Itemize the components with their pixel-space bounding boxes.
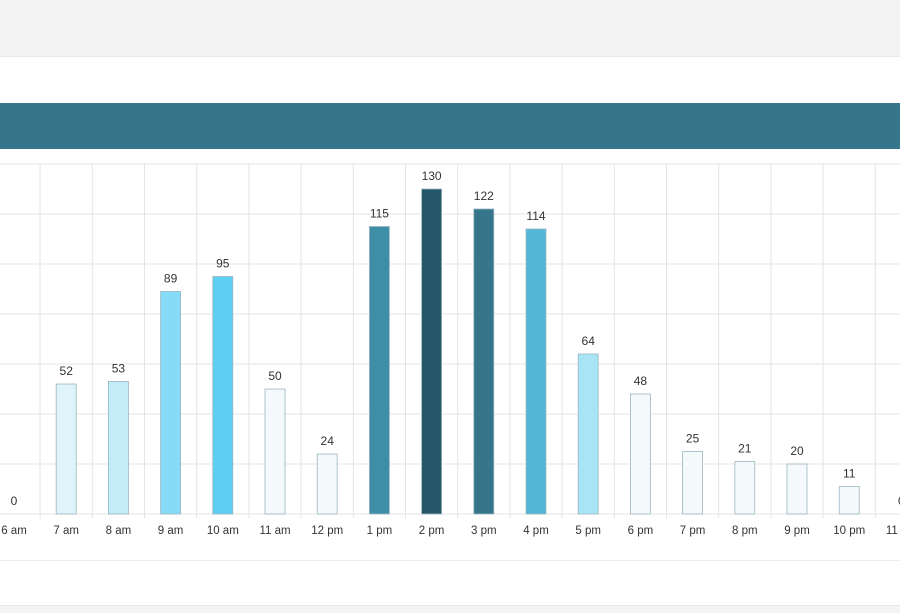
bar	[682, 451, 703, 515]
data-label: 114	[526, 209, 545, 223]
bar	[786, 463, 808, 515]
x-tick-label: 1 pm	[367, 525, 393, 537]
data-label: 52	[60, 364, 74, 378]
x-tick-label: 2 pm	[419, 525, 445, 537]
x-tick-label: 7 am	[53, 525, 79, 537]
footer-divider	[0, 560, 900, 561]
data-label: 21	[738, 442, 752, 456]
x-tick-label: 6 am	[1, 525, 27, 537]
bar	[160, 291, 182, 515]
x-tick-label: 11 pm	[886, 525, 900, 537]
bar	[368, 226, 390, 515]
bar	[525, 228, 547, 515]
bar	[421, 188, 443, 515]
bars	[55, 188, 860, 515]
data-label: 64	[582, 334, 596, 348]
bar	[838, 486, 860, 515]
data-label: 122	[474, 189, 494, 203]
x-tick-label: 9 pm	[784, 525, 810, 537]
x-tick-label: 8 pm	[732, 525, 758, 537]
x-tick-label: 10 am	[207, 525, 239, 537]
data-label: 130	[422, 169, 442, 183]
x-tick-label: 11 am	[259, 525, 290, 537]
top-strip	[0, 0, 900, 56]
bar	[108, 381, 129, 515]
x-tick-label: 12 pm	[311, 525, 343, 537]
data-label: 0	[898, 494, 900, 508]
x-tick-labels: 6 am 7 am 8 am 9 am 10 am 11 am 12 pm 1 pm 2 pm 3…	[1, 525, 900, 537]
x-tick-label: 4 pm	[523, 525, 549, 537]
data-label: 115	[370, 207, 389, 221]
data-label: 0	[11, 494, 18, 508]
x-tick-label: 9 am	[158, 525, 184, 537]
data-label: 53	[112, 362, 126, 376]
data-label: 48	[634, 374, 648, 388]
chart-header-bar	[0, 103, 900, 149]
x-tick-label: 5 pm	[575, 525, 601, 537]
data-label: 20	[790, 444, 804, 458]
data-label: 95	[216, 257, 230, 271]
x-tick-label: 6 pm	[628, 525, 654, 537]
bar	[316, 453, 338, 515]
bar	[577, 353, 599, 515]
bar	[55, 383, 77, 515]
data-label: 11	[843, 467, 856, 481]
grid	[0, 163, 900, 518]
data-label: 24	[321, 434, 335, 448]
data-label: 89	[164, 272, 178, 286]
bar	[630, 393, 651, 515]
bar	[264, 388, 286, 515]
x-tick-label: 7 pm	[680, 525, 706, 537]
x-tick-label: 3 pm	[471, 525, 497, 537]
x-tick-label: 8 am	[106, 525, 132, 537]
bar	[212, 276, 234, 515]
x-tick-label: 10 pm	[833, 525, 865, 537]
data-label: 25	[686, 432, 700, 446]
bar	[734, 461, 756, 515]
data-label: 50	[268, 369, 282, 383]
data-labels: 0 52 53 89 95 50 24 115 130 122 114 64 48 25 21 20 11 0	[11, 169, 900, 508]
bar	[473, 208, 495, 515]
